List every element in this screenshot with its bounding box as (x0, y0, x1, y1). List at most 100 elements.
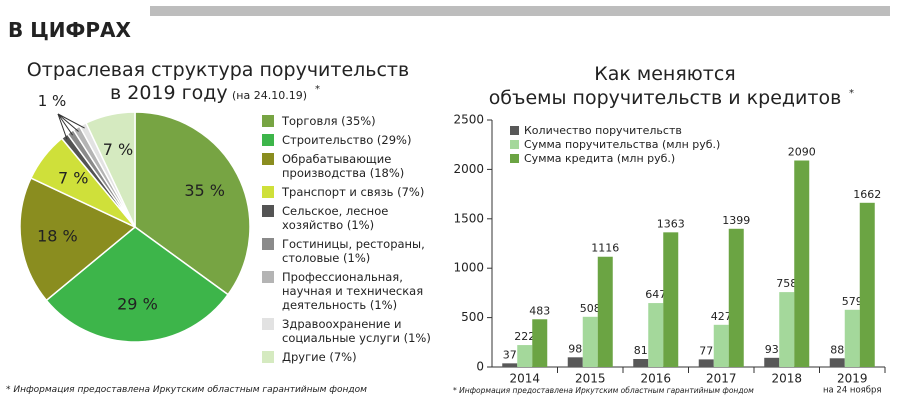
x-tick-label: 2014 (509, 372, 540, 386)
y-tick-label: 1500 (453, 211, 484, 225)
y-tick-label: 2500 (453, 113, 484, 127)
bar-value-label: 508 (580, 302, 601, 315)
bar-value-label: 579 (842, 295, 863, 308)
bar (728, 228, 744, 367)
legend-label: Обрабатывающие производства (18%) (282, 152, 405, 180)
y-tick-label: 2000 (453, 162, 484, 176)
bar-value-label: 1662 (853, 188, 881, 201)
legend-label: Торговля (35%) (282, 114, 376, 128)
bar-value-label: 88 (830, 343, 844, 356)
bar (829, 358, 845, 367)
legend-item: Сельское, лесное хозяйство (1%) (262, 204, 440, 232)
legend-label: Сельское, лесное хозяйство (1%) (282, 204, 389, 232)
legend-swatch (262, 205, 274, 217)
legend-swatch (262, 115, 274, 127)
y-tick-label: 0 (476, 360, 484, 374)
bar (648, 303, 664, 367)
bar-value-label: 758 (776, 277, 797, 290)
bar-value-label: 2090 (788, 146, 816, 159)
legend-swatch (262, 238, 274, 250)
legend-label: Профессиональная, научная и техническая … (282, 270, 424, 312)
legend-label: Количество поручительств (524, 124, 682, 137)
bar (859, 202, 875, 367)
pie-subtitle: (на 24.10.19) (232, 89, 307, 102)
y-tick-label: 500 (461, 310, 484, 324)
bar-value-label: 93 (765, 343, 779, 356)
legend-swatch (510, 154, 519, 163)
pie-slice (134, 111, 251, 296)
bar-value-label: 647 (645, 288, 666, 301)
slice-label: 7 % (58, 169, 88, 188)
legend-label: Сумма поручительства (млн руб.) (524, 138, 720, 151)
legend-item: Профессиональная, научная и техническая … (262, 270, 440, 312)
bar-value-label: 1116 (591, 242, 619, 255)
slice-label: 29 % (117, 295, 158, 314)
bar (633, 358, 649, 367)
bar-value-label: 37 (503, 348, 517, 361)
legend-item: Другие (7%) (262, 350, 440, 364)
legend-swatch (262, 153, 274, 165)
leader-line (57, 113, 74, 136)
bar (517, 345, 533, 367)
bar (502, 363, 518, 367)
legend-label: Сумма кредита (млн руб.) (524, 152, 675, 165)
legend-swatch (262, 318, 274, 330)
small-slices-label: 1 % (38, 92, 67, 110)
legend-swatch (262, 351, 274, 363)
pie-title: Отраслевая структура поручительств (27, 59, 409, 81)
footnote: * Информация предоставлена Иркутским обл… (6, 385, 367, 395)
bar-value-label: 483 (529, 304, 550, 317)
bar-title: объемы поручительств и кредитов (489, 87, 842, 109)
pie-title: в 2019 году (110, 82, 228, 104)
legend-label: Гостиницы, рестораны, столовые (1%) (282, 237, 425, 265)
pie-slice (45, 226, 230, 343)
x-tick-label: 2018 (771, 372, 802, 386)
legend-swatch (262, 271, 274, 283)
legend-item: Обрабатывающие производства (18%) (262, 152, 440, 180)
bar (698, 359, 714, 367)
pie-slice (19, 177, 137, 302)
legend-swatch (510, 140, 519, 149)
legend-item: Здравоохранение и социальные услуги (1%) (262, 317, 440, 345)
legend-label: Другие (7%) (282, 350, 357, 364)
legend-swatch (262, 134, 274, 146)
bar (597, 256, 613, 367)
bar-value-label: 1363 (657, 217, 685, 230)
legend-label: Транспорт и связь (7%) (282, 185, 425, 199)
y-tick-label: 1000 (453, 261, 484, 275)
bar (794, 160, 810, 367)
x-tick-label: 2017 (706, 372, 737, 386)
x-tick-label: 2015 (575, 372, 606, 386)
bar (844, 309, 860, 367)
footnote: * Информация предоставлена Иркутским обл… (453, 386, 754, 395)
legend-item: Строительство (29%) (262, 133, 440, 147)
leader-line (57, 113, 68, 140)
legend-item: Гостиницы, рестораны, столовые (1%) (262, 237, 440, 265)
leader-line (57, 113, 85, 129)
bar-value-label: 427 (711, 310, 732, 323)
bar-value-label: 77 (699, 344, 713, 357)
bar (582, 316, 598, 367)
x-note: на 24 ноября (823, 386, 882, 396)
bar-value-label: 222 (514, 330, 535, 343)
leader-line (57, 113, 79, 132)
bar (567, 357, 583, 367)
bar (532, 319, 548, 367)
slice-label: 7 % (103, 140, 133, 159)
bar (779, 292, 795, 367)
legend-swatch (510, 126, 519, 135)
legend-label: Здравоохранение и социальные услуги (1%) (282, 317, 431, 345)
header-bar (150, 6, 890, 16)
x-tick-label: 2019 (837, 372, 868, 386)
legend-label: Строительство (29%) (282, 133, 412, 147)
legend-swatch (262, 186, 274, 198)
bar-value-label: 1399 (722, 214, 750, 227)
bar (713, 324, 729, 367)
pie-slice (85, 111, 136, 228)
bar-title: Как меняются (594, 63, 735, 85)
title-mark: * (315, 84, 320, 95)
bar-value-label: 98 (568, 342, 582, 355)
x-tick-label: 2016 (640, 372, 671, 386)
